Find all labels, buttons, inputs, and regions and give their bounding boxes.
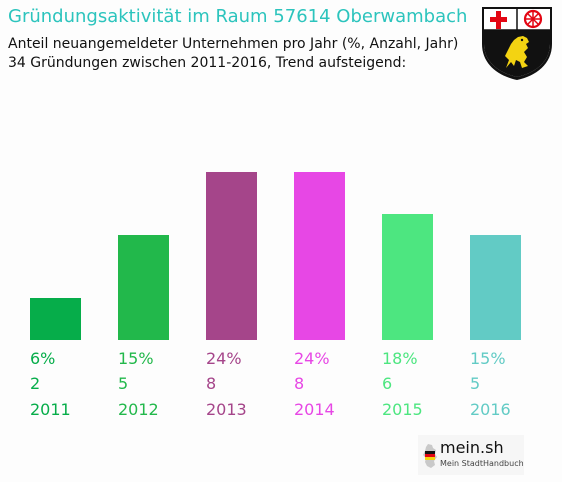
logo-tagline: Mein StadtHandbuch — [440, 459, 524, 468]
chart-title: Gründungsaktivität im Raum 57614 Oberwam… — [8, 6, 468, 27]
bar-2015 — [382, 214, 433, 340]
bar-2012 — [118, 235, 169, 340]
subtitle-line-2: 34 Gründungen zwischen 2011-2016, Trend … — [8, 55, 407, 71]
coat-of-arms-icon — [482, 7, 552, 80]
percent-label-2011: 6% — [30, 349, 55, 368]
bar-2016 — [470, 235, 521, 340]
germany-map-icon — [423, 444, 437, 468]
year-label-2012: 2012 — [118, 400, 159, 419]
year-label-2011: 2011 — [30, 400, 71, 419]
count-label-2012: 5 — [118, 374, 128, 393]
count-label-2015: 6 — [382, 374, 392, 393]
mein-sh-logo: mein.sh Mein StadtHandbuch — [418, 435, 524, 475]
count-label-2014: 8 — [294, 374, 304, 393]
year-label-2016: 2016 — [470, 400, 511, 419]
bar-2014 — [294, 172, 345, 340]
percent-label-2013: 24% — [206, 349, 242, 368]
year-label-2013: 2013 — [206, 400, 247, 419]
percent-label-2016: 15% — [470, 349, 506, 368]
bar-2013 — [206, 172, 257, 340]
chart-subtitle: Anteil neuangemeldeter Unternehmen pro J… — [8, 35, 458, 73]
subtitle-line-1: Anteil neuangemeldeter Unternehmen pro J… — [8, 36, 459, 52]
logo-name: mein.sh — [440, 438, 504, 457]
percent-label-2014: 24% — [294, 349, 330, 368]
year-label-2014: 2014 — [294, 400, 335, 419]
count-label-2013: 8 — [206, 374, 216, 393]
percent-label-2015: 18% — [382, 349, 418, 368]
year-label-2015: 2015 — [382, 400, 423, 419]
count-label-2016: 5 — [470, 374, 480, 393]
percent-label-2012: 15% — [118, 349, 154, 368]
count-label-2011: 2 — [30, 374, 40, 393]
bar-2011 — [30, 298, 81, 340]
